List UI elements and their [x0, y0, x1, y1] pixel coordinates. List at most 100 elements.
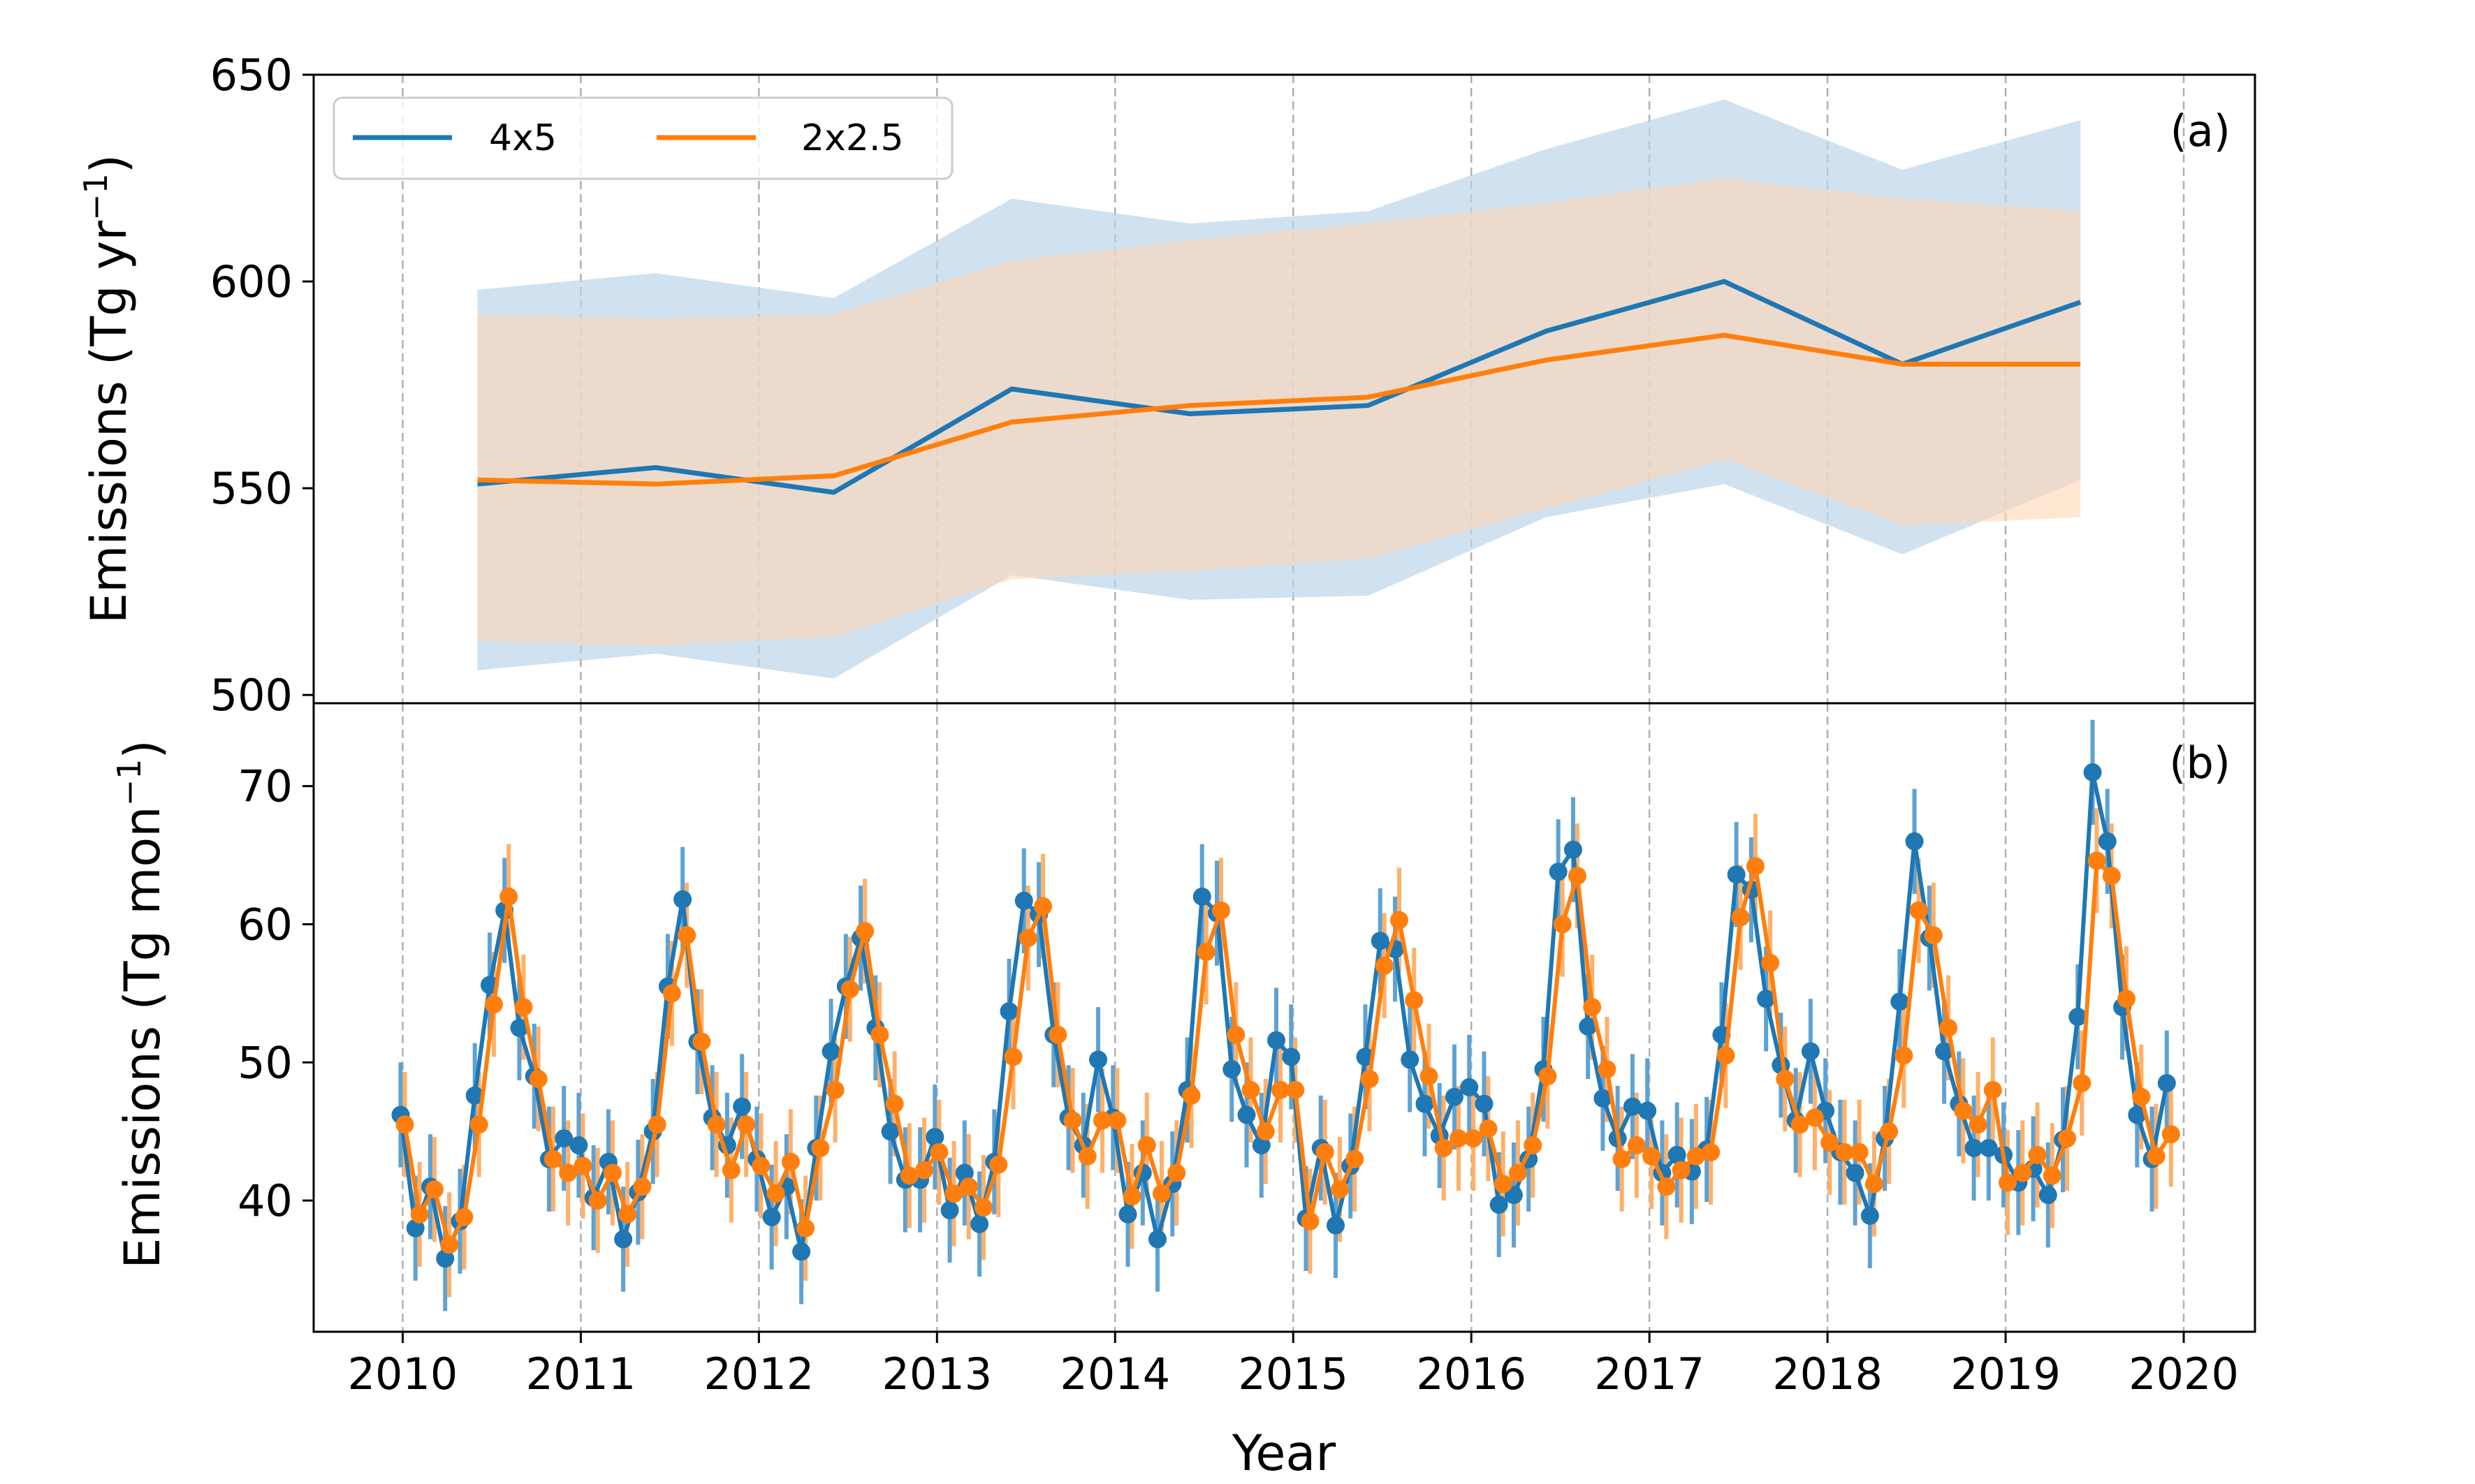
panel-a-series-lines	[477, 279, 2082, 495]
panel-b-point-4x5	[569, 1136, 588, 1154]
panel-b-point-2x2-5	[410, 1205, 429, 1224]
panel-b-point-4x5	[1860, 1206, 1879, 1225]
panel-b-point-2x2-5	[543, 1149, 562, 1168]
panel-b-point-2x2-5	[574, 1156, 592, 1175]
panel-b-point-2x2-5	[1969, 1115, 1987, 1134]
panel-b-y-tick-label: 50	[238, 1037, 293, 1088]
panel-b-point-4x5	[1905, 832, 1924, 851]
panel-b-point-2x2-5	[1524, 1136, 1542, 1154]
x-tick-label: 2019	[1950, 1349, 2061, 1399]
panel-b-point-2x2-5	[1434, 1138, 1453, 1157]
panel-b-point-2x2-5	[633, 1177, 652, 1196]
panel-b-point-4x5	[881, 1122, 900, 1141]
panel-b-point-2x2-5	[1999, 1173, 2017, 1192]
panel-b-point-4x5	[1563, 840, 1582, 859]
x-tick-label: 2018	[1772, 1349, 1883, 1399]
panel-b-point-2x2-5	[944, 1184, 963, 1203]
panel-b-point-4x5	[1549, 862, 1568, 881]
x-axis-ticks: 2010 2011 2012 2013 2014 2015 2016 2017 2018 2019…	[348, 1332, 2239, 1399]
panel-b-point-2x2-5	[678, 926, 696, 945]
panel-b-point-2x2-5	[395, 1115, 414, 1134]
panel-b-point-2x2-5	[1108, 1111, 1127, 1130]
panel-b-point-4x5	[2128, 1105, 2147, 1124]
panel-b-point-4x5	[1593, 1089, 1612, 1108]
panel-b-point-4x5	[436, 1249, 455, 1268]
panel-b-point-4x5	[1579, 1017, 1598, 1036]
panel-b-point-2x2-5	[1405, 991, 1424, 1010]
panel-b-point-2x2-5	[1746, 857, 1765, 876]
panel-b-point-2x2-5	[529, 1070, 548, 1089]
panel-b-point-4x5	[926, 1128, 944, 1147]
panel-b-point-4x5	[1371, 932, 1389, 950]
panel-b-point-2x2-5	[1508, 1163, 1527, 1182]
panel-b-point-4x5	[510, 1018, 529, 1037]
panel-b-point-2x2-5	[499, 887, 518, 906]
panel-a-annual-emissions: 500 550 600 650 Emissions (Tg yr−1) (a) 4x5…	[77, 50, 2256, 721]
panel-b-y-axis-label: Emissions (Tg mon−1)	[110, 740, 171, 1268]
panel-b-point-2x2-5	[959, 1177, 978, 1196]
panel-b-point-2x2-5	[1702, 1143, 1721, 1161]
panel-b-point-2x2-5	[1657, 1177, 1676, 1196]
panel-b-point-2x2-5	[1227, 1025, 1246, 1044]
panel-b-point-4x5	[614, 1230, 633, 1249]
panel-b-point-2x2-5	[1672, 1161, 1691, 1180]
panel-b-point-2x2-5	[1583, 998, 1602, 1017]
panel-b-point-2x2-5	[1954, 1101, 1973, 1120]
panel-b-point-2x2-5	[796, 1219, 815, 1237]
panel-b-y-tick-label: 40	[238, 1175, 293, 1226]
panel-b-point-2x2-5	[870, 1025, 889, 1044]
panel-b-point-2x2-5	[2147, 1147, 2166, 1166]
legend-label-4x5: 4x5	[489, 117, 557, 159]
panel-b-point-4x5	[1727, 865, 1746, 884]
panel-b-point-2x2-5	[2132, 1087, 2151, 1106]
panel-b-monthly-emissions: 40 50 60 70 Emissions (Tg mon−1) (b)	[110, 702, 2256, 1333]
panel-b-point-2x2-5	[1479, 1119, 1498, 1138]
panel-b-point-4x5	[1089, 1050, 1108, 1069]
x-tick-label: 2020	[2129, 1349, 2239, 1399]
panel-b-point-2x2-5	[1568, 867, 1586, 886]
panel-b-point-2x2-5	[1063, 1111, 1082, 1130]
panel-b-point-2x2-5	[1449, 1129, 1468, 1148]
panel-b-point-2x2-5	[559, 1163, 578, 1182]
panel-b-point-2x2-5	[1850, 1143, 1869, 1161]
panel-b-point-4x5	[1667, 1145, 1686, 1164]
panel-b-tag: (b)	[2169, 737, 2231, 788]
panel-b-point-2x2-5	[1241, 1080, 1260, 1099]
panel-a-y-ticks: 500 550 600 650	[210, 50, 314, 721]
panel-b-point-2x2-5	[1598, 1060, 1616, 1079]
panel-b-point-4x5	[733, 1097, 752, 1116]
legend-label-2x2-5: 2x2.5	[801, 117, 904, 159]
panel-b-point-4x5	[1890, 992, 1909, 1011]
panel-b-point-2x2-5	[930, 1143, 949, 1161]
panel-b-point-2x2-5	[707, 1115, 726, 1134]
panel-b-point-4x5	[1401, 1050, 1419, 1069]
legend-box	[333, 96, 954, 180]
panel-b-point-2x2-5	[1286, 1080, 1305, 1099]
panel-b-point-4x5	[2157, 1073, 2176, 1092]
panel-b-point-2x2-5	[1137, 1136, 1156, 1154]
panel-b-point-2x2-5	[425, 1180, 444, 1199]
panel-b-point-4x5	[955, 1163, 974, 1182]
panel-b-point-2x2-5	[1464, 1129, 1483, 1148]
panel-b-point-2x2-5	[603, 1163, 622, 1182]
panel-b-point-2x2-5	[752, 1156, 771, 1175]
x-tick-label: 2012	[703, 1349, 814, 1399]
panel-b-point-2x2-5	[1880, 1122, 1899, 1141]
panel-a-y-tick-label: 550	[210, 463, 293, 514]
panel-b-point-2x2-5	[722, 1161, 740, 1180]
panel-b-point-2x2-5	[514, 998, 533, 1017]
x-tick-label: 2013	[882, 1349, 992, 1399]
panel-b-point-2x2-5	[1642, 1147, 1661, 1166]
panel-b-point-2x2-5	[1776, 1070, 1795, 1089]
panel-b-point-2x2-5	[662, 984, 681, 1003]
x-tick-label: 2016	[1416, 1349, 1526, 1399]
panel-b-point-4x5	[1148, 1230, 1167, 1249]
panel-b-point-4x5	[1118, 1205, 1137, 1224]
panel-b-point-2x2-5	[1345, 1149, 1364, 1168]
panel-a-y-tick-label: 600	[210, 256, 293, 307]
panel-b-point-2x2-5	[1761, 953, 1780, 972]
legend: 4x5 2x2.5	[333, 96, 954, 180]
panel-b-point-2x2-5	[2087, 851, 2106, 870]
panel-b-point-2x2-5	[1983, 1080, 2002, 1099]
panel-b-y-tick-label: 70	[238, 761, 293, 812]
